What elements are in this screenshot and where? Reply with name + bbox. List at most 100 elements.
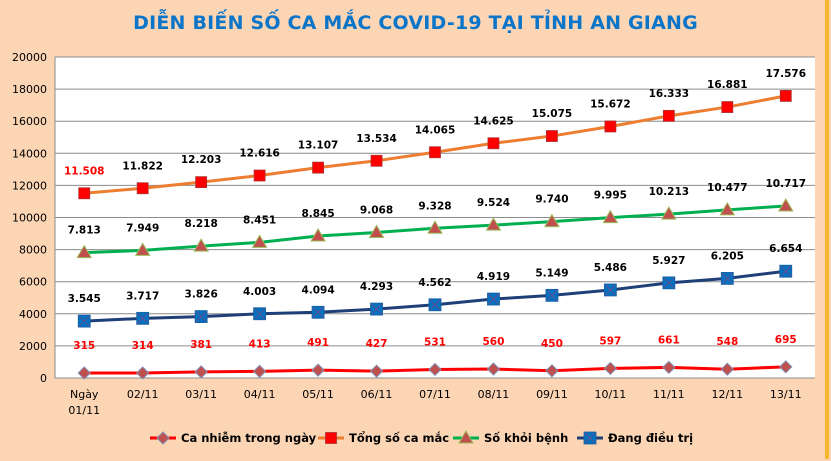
y-tick-label: 2000 — [19, 340, 47, 353]
series-0-point — [779, 360, 793, 374]
series-1-point — [370, 154, 383, 167]
x-tick-label: 10/11 — [595, 388, 627, 401]
series-0-point — [486, 362, 501, 376]
series-3-data-label: 5.486 — [594, 262, 627, 274]
series-0-data-label: 427 — [366, 338, 388, 350]
y-tick-label: 10000 — [12, 212, 47, 225]
x-tick-label: 13/11 — [770, 388, 802, 401]
series-3-data-label: 3.717 — [126, 290, 159, 302]
series-1-data-label: 12.203 — [181, 154, 222, 166]
series-0-data-label: 531 — [424, 336, 446, 348]
series-1-point — [779, 90, 792, 102]
series-2-data-label: 8.218 — [185, 218, 218, 230]
series-1-data-label: 16.333 — [649, 88, 690, 100]
series-3-data-label: 4.562 — [418, 277, 451, 289]
series-1-data-label: 13.534 — [356, 133, 397, 145]
series-3-point-cross — [371, 303, 382, 315]
series-3-data-label: 3.826 — [185, 289, 218, 301]
series-2-point — [134, 242, 151, 256]
series-2-point — [193, 238, 210, 252]
series-1-point — [429, 146, 441, 159]
legend-marker-cross — [584, 432, 596, 444]
series-2-point — [602, 209, 619, 224]
y-tick-label: 4000 — [19, 308, 47, 321]
series-0-data-label: 314 — [132, 340, 154, 352]
series-0-point — [194, 365, 208, 379]
series-0-point — [135, 366, 150, 380]
series-3-data-label: 6.205 — [711, 250, 744, 262]
series-0-point — [77, 366, 91, 380]
series-2-point — [368, 224, 385, 238]
series-2-data-label: 10.477 — [707, 182, 748, 194]
series-1-data-label: 11.508 — [64, 165, 105, 177]
series-1-data-label: 13.107 — [298, 140, 339, 152]
series-0-point — [603, 361, 618, 376]
series-0-data-label: 381 — [190, 339, 212, 351]
legend-marker — [458, 430, 474, 444]
series-2-point — [777, 197, 794, 212]
chart-title: DIỄN BIẾN SỐ CA MẮC COVID-19 TẠI TỈNH AN… — [133, 12, 698, 34]
series-2-data-label: 9.068 — [360, 204, 393, 216]
series-2-data-label: 10.717 — [766, 178, 807, 190]
x-tick-label: 11/11 — [653, 388, 685, 401]
series-3-data-label: 4.094 — [301, 284, 334, 296]
series-0-point — [311, 363, 325, 377]
series-0-data-label: 413 — [249, 338, 271, 350]
series-3-data-label: 4.919 — [477, 271, 510, 283]
series-1-data-label: 15.672 — [590, 98, 631, 110]
series-3-data-label: 6.654 — [769, 243, 802, 255]
series-1-point — [604, 120, 617, 133]
series-2-data-label: 9.995 — [594, 190, 627, 202]
series-3-data-label: 4.003 — [243, 286, 276, 298]
x-tick-label: 01/11 — [68, 404, 100, 417]
legend-label: Đang điều trị — [608, 431, 693, 445]
series-0-data-label: 661 — [658, 334, 680, 346]
series-0-data-label: 597 — [599, 335, 621, 347]
x-tick-label: 05/11 — [302, 388, 334, 401]
legend-label: Ca nhiễm trong ngày — [181, 431, 317, 445]
series-3-point-cross — [137, 313, 148, 324]
series-0-point — [369, 364, 384, 378]
series-1-point — [195, 176, 208, 189]
legend-marker — [156, 431, 170, 445]
series-2-point — [719, 201, 736, 216]
series-1-point — [546, 130, 558, 142]
series-2-point — [427, 220, 443, 234]
series-3-data-label: 5.927 — [652, 255, 685, 267]
series-3-point-cross — [722, 273, 733, 284]
series-3-point-cross — [488, 293, 499, 305]
x-tick-label: 04/11 — [244, 388, 276, 401]
series-1-point — [662, 109, 675, 122]
series-0-data-label: 695 — [775, 334, 797, 346]
series-1-point — [721, 101, 734, 113]
x-tick-label: 06/11 — [361, 388, 393, 401]
series-2-data-label: 9.328 — [418, 200, 451, 212]
series-2-data-label: 7.813 — [68, 225, 101, 237]
y-tick-label: 14000 — [12, 147, 47, 160]
series-2-point — [76, 244, 93, 259]
y-tick-label: 12000 — [12, 179, 47, 192]
series-0-data-label: 450 — [541, 338, 563, 350]
x-tick-label: Ngày — [70, 388, 99, 401]
series-3-point-cross — [780, 265, 792, 277]
series-2-data-label: 9.524 — [477, 197, 510, 209]
y-tick-label: 8000 — [19, 244, 47, 257]
y-tick-label: 18000 — [12, 83, 47, 96]
legend-marker — [325, 432, 337, 444]
series-1-point — [136, 182, 149, 195]
series-2-point — [310, 228, 326, 242]
legend-label: Tổng số ca mắc — [349, 430, 449, 445]
series-2-point — [485, 217, 502, 231]
series-1-data-label: 14.625 — [473, 115, 514, 127]
series-1-data-label: 16.881 — [707, 79, 748, 91]
series-0-point — [545, 364, 559, 378]
series-1-data-label: 17.576 — [766, 68, 807, 80]
series-0-point — [428, 362, 442, 377]
series-0-data-label: 315 — [73, 340, 95, 352]
series-3-data-label: 5.149 — [535, 267, 568, 279]
series-3-data-label: 4.293 — [360, 281, 393, 293]
series-1-point — [312, 161, 324, 174]
series-3-point-cross — [429, 299, 441, 311]
series-0-point — [720, 362, 735, 376]
